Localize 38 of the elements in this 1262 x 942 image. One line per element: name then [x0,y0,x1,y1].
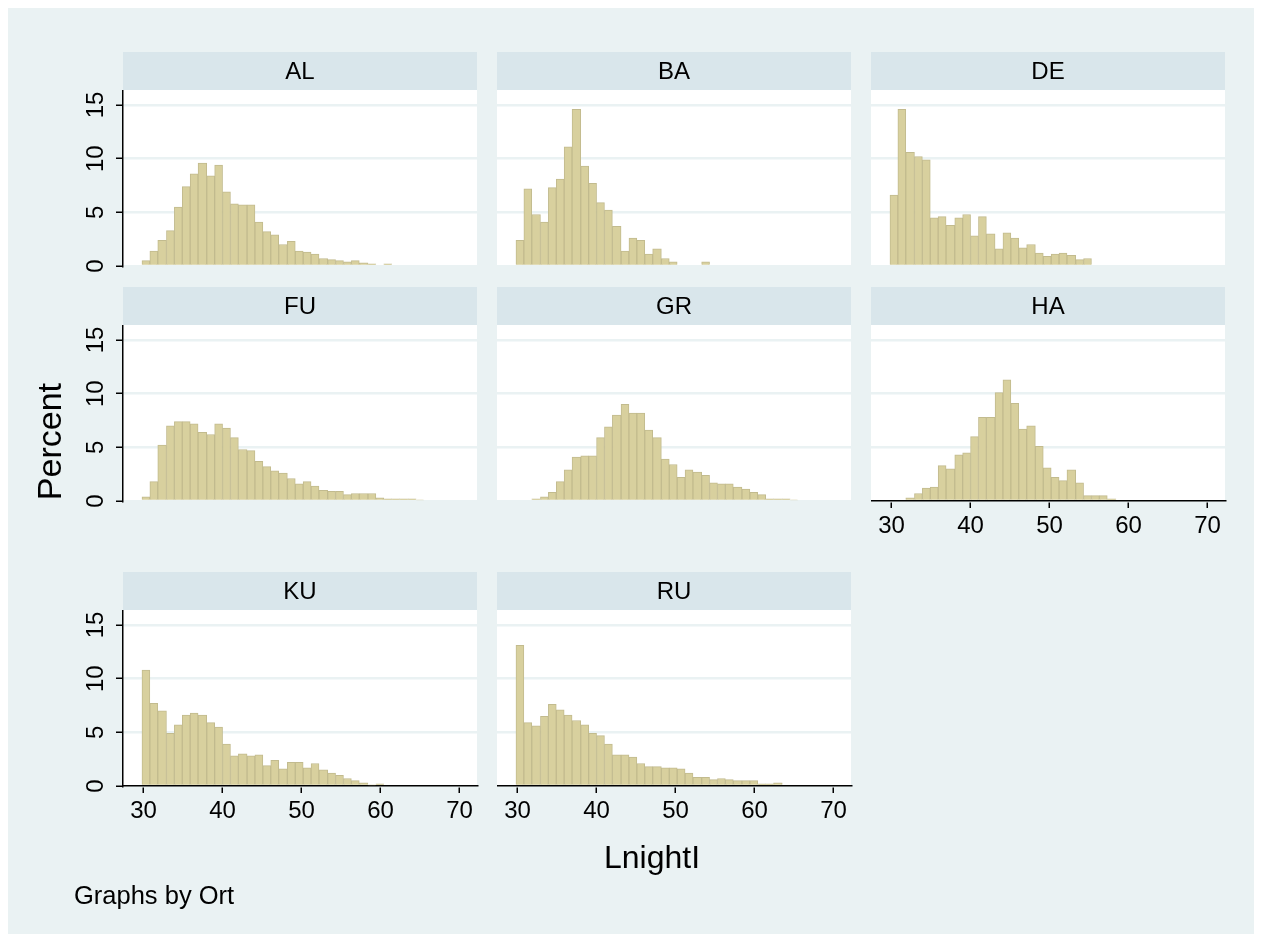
x-tick-label: 40 [957,511,984,539]
x-tick-label: 70 [820,796,847,824]
x-tick-label: 40 [209,796,236,824]
x-tick-label: 30 [130,796,157,824]
x-tick-label: 40 [583,796,610,824]
y-tick-label: 15 [80,91,108,119]
x-tick-label: 70 [1194,511,1221,539]
chart-title: RU [497,572,851,610]
chart-title: FU [123,287,477,325]
x-tick-label: 60 [1115,511,1142,539]
chart-title: BA [497,52,851,90]
y-tick-label: 15 [80,611,108,639]
y-tick-label: 10 [80,380,108,408]
y-axis-title: Percent [30,382,70,500]
y-tick-label: 0 [80,494,108,508]
x-tick-label: 50 [662,796,689,824]
y-tick-label: 5 [80,725,108,740]
chart-title: KU [123,572,477,610]
y-tick-label: 10 [80,665,108,693]
y-tick-label: 5 [80,440,108,455]
x-axis-title: LnightI [604,839,701,876]
chart-title: DE [871,52,1225,90]
x-tick-label: 70 [446,796,473,824]
chart-title: HA [871,287,1225,325]
x-tick-label: 50 [288,796,315,824]
y-tick-label: 10 [80,145,108,173]
y-tick-label: 15 [80,326,108,354]
x-tick-label: 30 [504,796,531,824]
chart-title: AL [123,52,477,90]
x-tick-label: 60 [741,796,768,824]
x-tick-label: 60 [367,796,394,824]
x-tick-label: 50 [1036,511,1063,539]
x-tick-label: 30 [878,511,905,539]
text: Graphs by Ort [74,881,235,911]
y-tick-label: 0 [80,779,108,793]
chart-title: GR [497,287,851,325]
y-tick-label: 5 [80,205,108,220]
y-tick-label: 0 [80,259,108,273]
